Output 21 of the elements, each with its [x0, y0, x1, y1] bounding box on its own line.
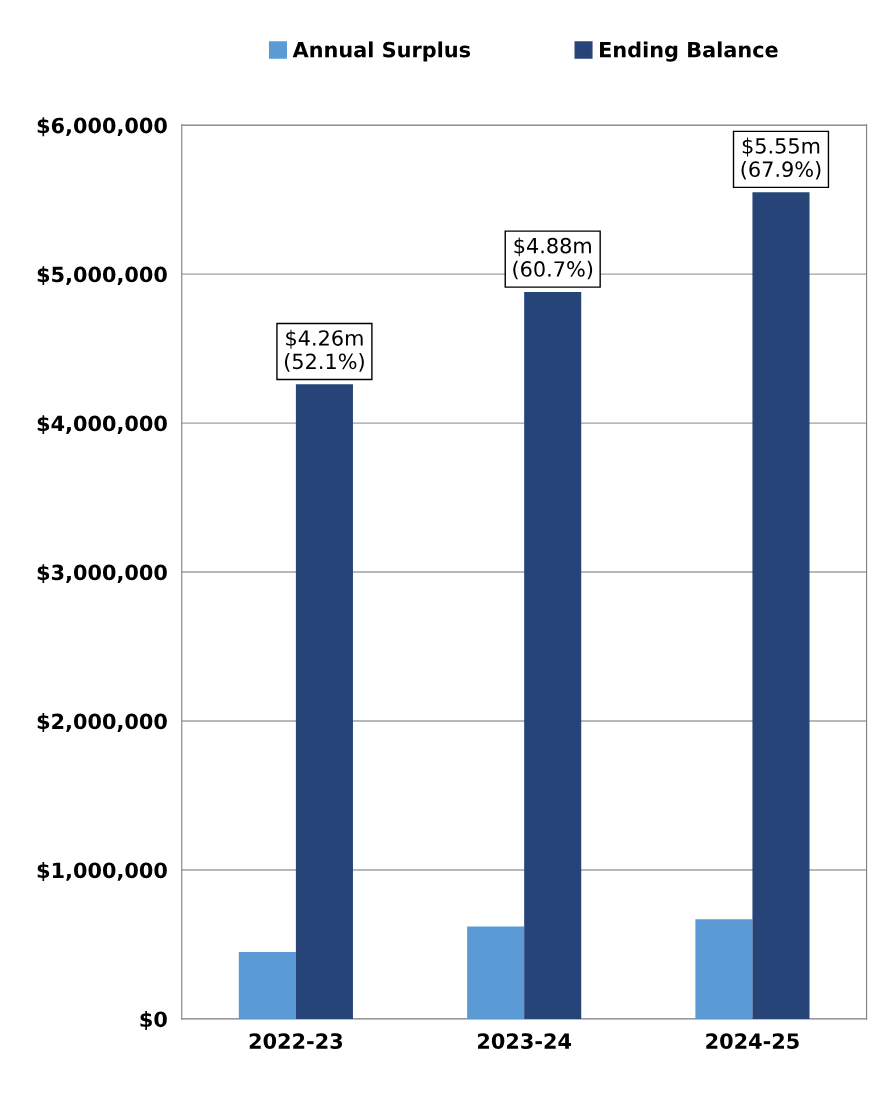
y-tick-label: $5,000,000: [37, 266, 167, 286]
data-label: $4.26m (52.1%): [284, 329, 364, 372]
y-tick-label: $2,000,000: [37, 713, 167, 732]
data-label: $5.55m (67.9%): [741, 137, 821, 180]
bar: [695, 919, 753, 1019]
x-tick-label: 2022-23: [249, 1033, 343, 1049]
y-tick-label: $3,000,000: [37, 564, 167, 584]
x-tick-label: 2023-24: [478, 1033, 572, 1049]
bar: [295, 384, 353, 1019]
bar: [238, 951, 296, 1019]
y-tick-label: $6,000,000: [37, 117, 167, 137]
y-tick-label: $4,000,000: [37, 415, 167, 435]
legend-label: Ending Balance: [600, 41, 778, 62]
bar: [524, 292, 582, 1019]
y-tick-label: $0: [140, 1011, 167, 1030]
bar: [467, 926, 525, 1019]
bar: [752, 192, 810, 1019]
y-tick-label: $1,000,000: [37, 862, 167, 881]
legend-label: Annual Surplus: [292, 41, 471, 62]
data-label: $4.88m (60.7%): [513, 237, 593, 280]
x-tick-label: 2024-25: [706, 1033, 799, 1049]
